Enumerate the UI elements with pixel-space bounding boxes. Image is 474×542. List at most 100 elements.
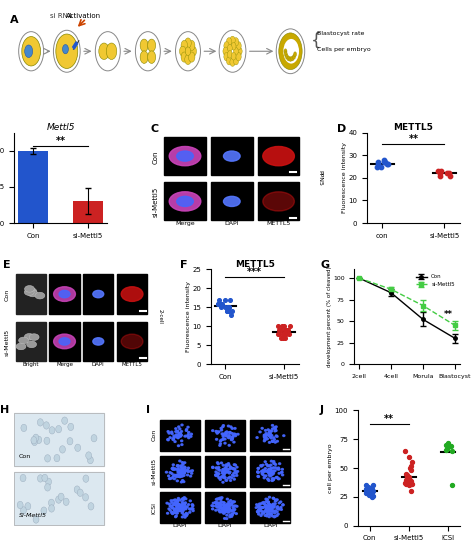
Circle shape (224, 470, 226, 472)
Circle shape (264, 435, 267, 436)
Circle shape (171, 473, 173, 474)
Circle shape (216, 507, 219, 508)
Circle shape (228, 507, 229, 509)
Circle shape (216, 473, 219, 474)
Circle shape (75, 444, 81, 451)
Bar (49, 274, 80, 314)
Circle shape (33, 434, 39, 442)
Circle shape (274, 442, 276, 443)
Circle shape (266, 438, 268, 440)
Circle shape (180, 473, 182, 475)
Circle shape (224, 442, 226, 444)
Circle shape (191, 433, 192, 435)
Circle shape (48, 499, 55, 507)
Circle shape (228, 463, 229, 464)
Circle shape (83, 475, 89, 482)
Circle shape (181, 444, 183, 446)
Circle shape (226, 433, 228, 434)
Circle shape (262, 470, 264, 472)
Circle shape (177, 472, 179, 473)
Circle shape (270, 508, 272, 509)
Circle shape (232, 468, 234, 469)
Text: Si-Mettl5: Si-Mettl5 (19, 513, 47, 518)
Circle shape (265, 501, 267, 502)
Circle shape (181, 52, 188, 62)
Circle shape (44, 422, 49, 429)
Circle shape (293, 52, 297, 57)
Circle shape (234, 464, 237, 466)
Circle shape (235, 513, 237, 514)
Circle shape (276, 499, 278, 500)
Circle shape (272, 441, 274, 442)
Circle shape (179, 472, 181, 474)
Circle shape (275, 476, 277, 478)
Circle shape (231, 428, 233, 429)
Circle shape (278, 502, 280, 504)
Circle shape (179, 435, 181, 436)
Circle shape (220, 504, 222, 506)
Circle shape (264, 510, 267, 512)
Circle shape (222, 438, 224, 439)
Circle shape (270, 431, 272, 433)
Circle shape (265, 438, 267, 440)
Circle shape (182, 506, 184, 508)
Circle shape (231, 433, 233, 434)
Circle shape (228, 435, 230, 436)
Circle shape (261, 470, 263, 472)
Circle shape (265, 507, 267, 509)
Circle shape (183, 466, 185, 468)
Point (402, 475, 410, 484)
Text: J: J (319, 405, 323, 415)
Circle shape (218, 502, 219, 504)
Circle shape (182, 504, 184, 505)
Circle shape (266, 505, 268, 507)
Circle shape (231, 513, 233, 515)
Circle shape (179, 506, 181, 508)
Circle shape (170, 505, 173, 507)
Circle shape (176, 500, 178, 502)
Circle shape (186, 506, 188, 508)
Point (374, 160, 382, 169)
Circle shape (179, 505, 181, 506)
Circle shape (42, 474, 48, 482)
Circle shape (260, 466, 263, 467)
Circle shape (25, 45, 33, 57)
Text: C: C (151, 124, 159, 133)
Circle shape (279, 463, 281, 464)
Circle shape (223, 151, 240, 161)
Circle shape (222, 504, 225, 506)
Circle shape (189, 500, 191, 502)
Text: Blastocyst rate: Blastocyst rate (317, 31, 365, 36)
Circle shape (185, 514, 187, 515)
Circle shape (269, 470, 272, 472)
Circle shape (257, 476, 259, 478)
Text: Cells per embryo: Cells per embryo (317, 47, 371, 53)
Point (365, 491, 373, 499)
Circle shape (268, 435, 270, 436)
Circle shape (218, 509, 220, 511)
Circle shape (174, 508, 177, 509)
Circle shape (277, 508, 280, 509)
Circle shape (179, 507, 181, 508)
Circle shape (267, 508, 269, 510)
Circle shape (37, 475, 44, 482)
Point (368, 485, 376, 493)
Circle shape (275, 500, 277, 501)
Circle shape (182, 511, 184, 512)
Circle shape (271, 441, 273, 442)
Bar (250, 420, 290, 451)
Circle shape (169, 478, 171, 480)
Circle shape (269, 435, 271, 436)
Circle shape (267, 471, 269, 473)
Circle shape (230, 467, 233, 469)
Circle shape (271, 506, 273, 508)
Circle shape (179, 507, 181, 508)
Circle shape (185, 47, 191, 56)
Circle shape (63, 498, 69, 506)
Circle shape (223, 47, 228, 55)
Circle shape (226, 507, 228, 508)
Circle shape (268, 516, 270, 518)
Circle shape (183, 473, 185, 474)
Circle shape (222, 438, 224, 440)
Circle shape (231, 505, 233, 506)
